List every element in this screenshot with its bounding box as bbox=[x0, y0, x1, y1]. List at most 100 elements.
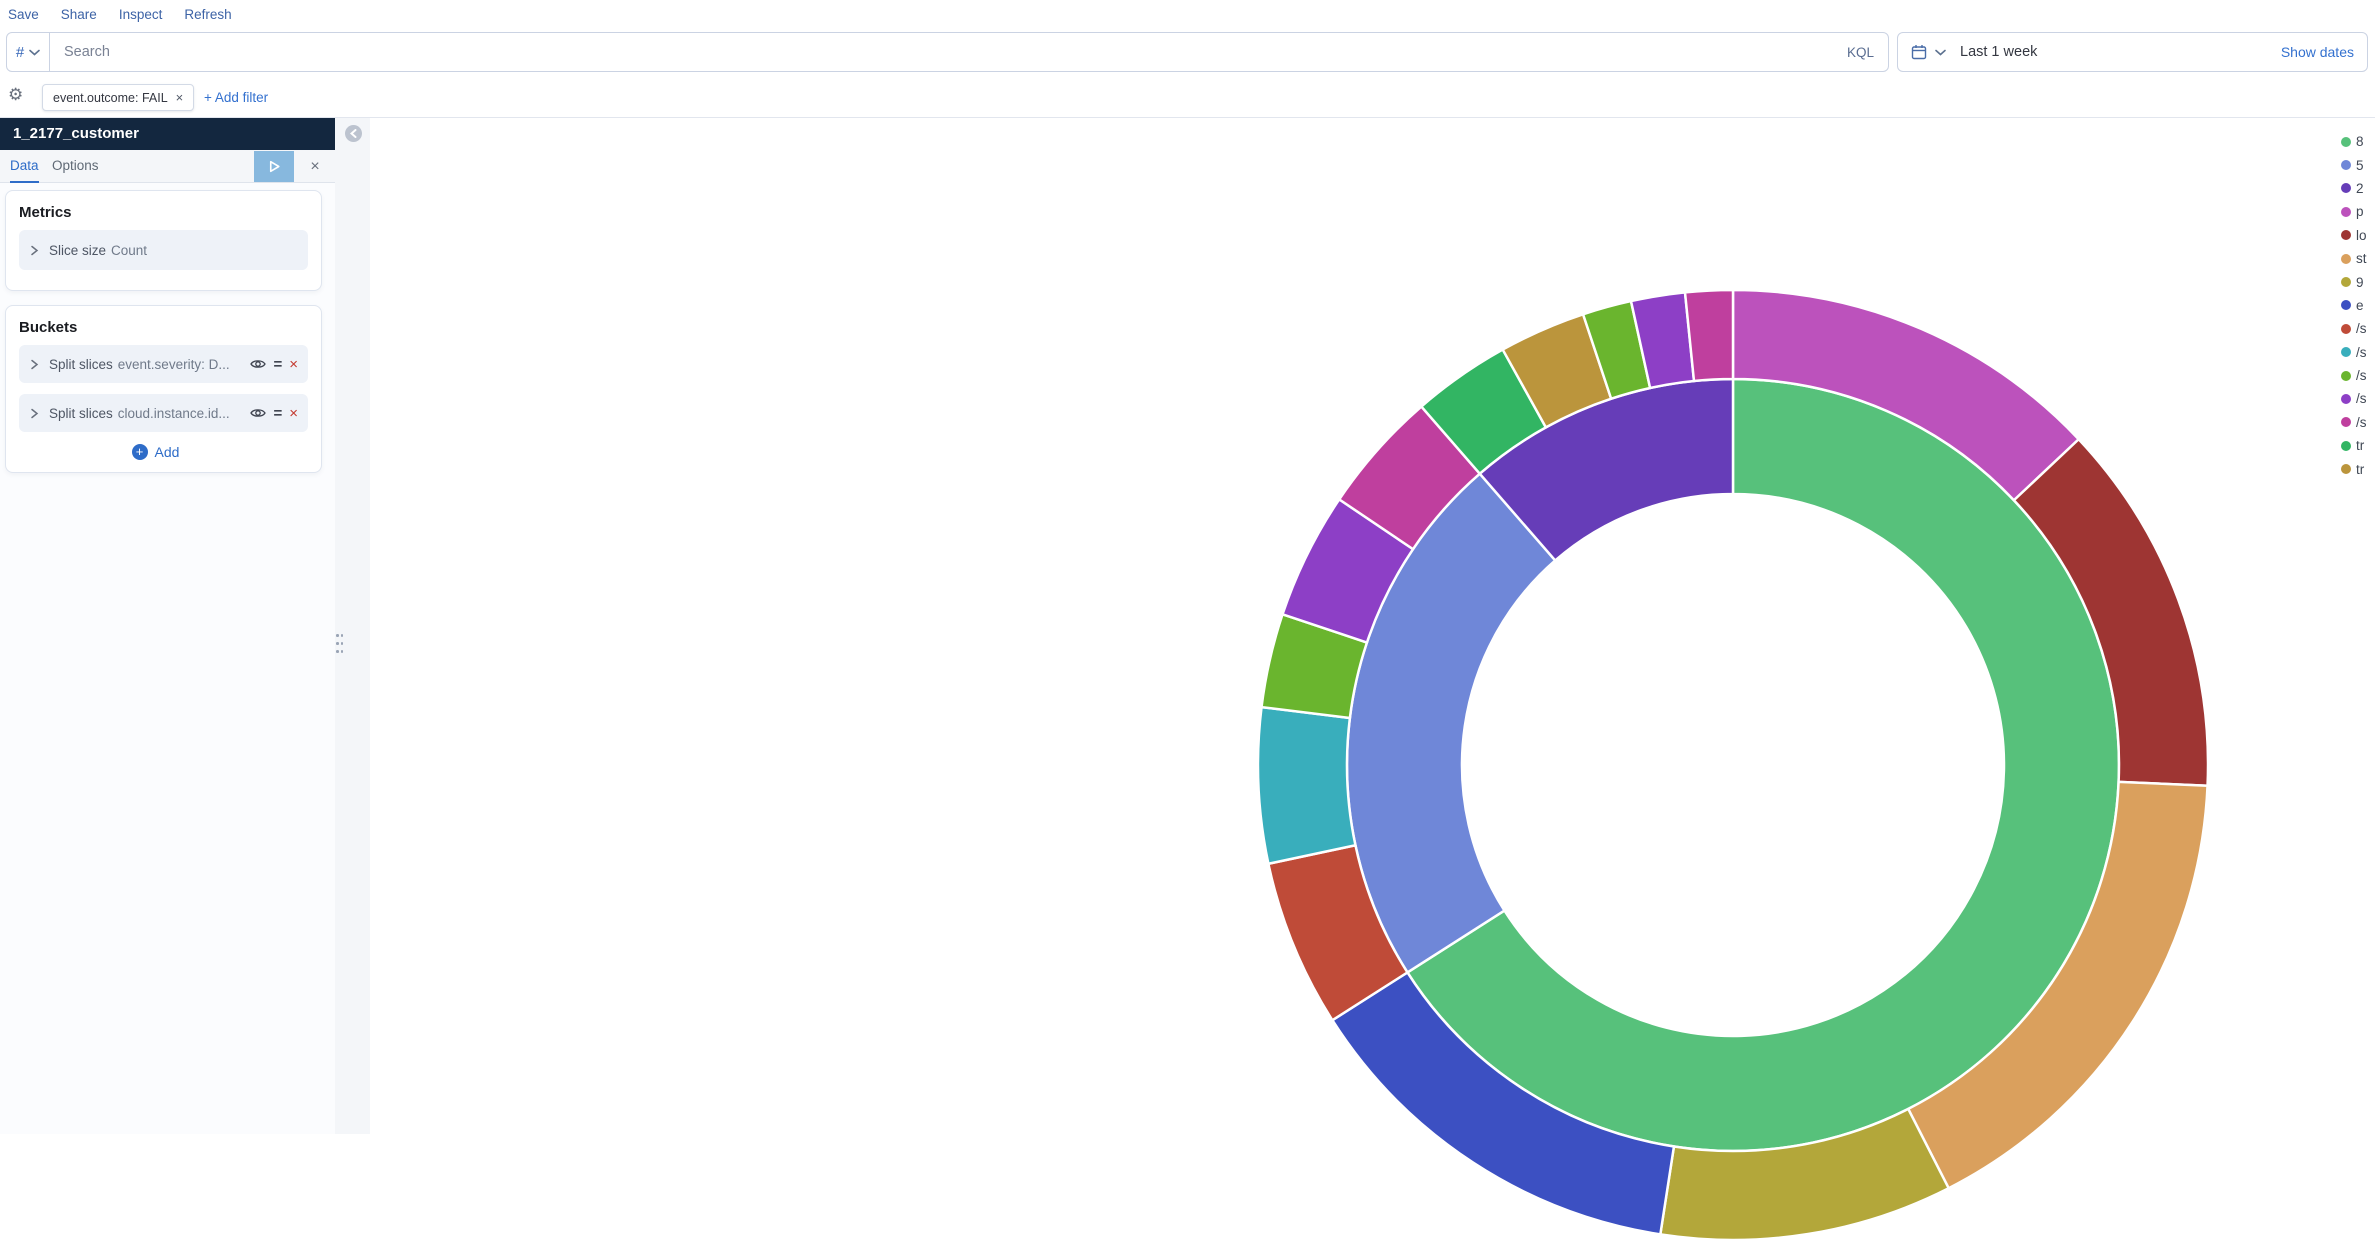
visualization-canvas bbox=[370, 118, 2375, 1240]
time-range-value[interactable]: Last 1 week bbox=[1960, 44, 2038, 60]
search-input[interactable] bbox=[64, 44, 1835, 60]
buckets-heading: Buckets bbox=[19, 319, 78, 336]
chevron-left-icon bbox=[350, 129, 357, 138]
add-bucket-label: Add bbox=[154, 444, 180, 460]
resizer-grab-handle[interactable] bbox=[336, 634, 345, 658]
chevron-right-icon bbox=[31, 408, 39, 418]
legend-item[interactable]: lo bbox=[2341, 224, 2375, 247]
vis-editor-sidebar: 1_2177_customer Data Options × Metrics S… bbox=[0, 118, 335, 1134]
tab-options[interactable]: Options bbox=[52, 158, 99, 173]
legend-item[interactable]: tr bbox=[2341, 434, 2375, 457]
share-button[interactable]: Share bbox=[60, 6, 97, 22]
remove-filter-icon[interactable]: × bbox=[175, 90, 184, 105]
save-button[interactable]: Save bbox=[8, 6, 39, 22]
top-menu: Save Share Inspect Refresh bbox=[0, 0, 2375, 28]
chevron-down-icon[interactable] bbox=[1935, 49, 1946, 56]
legend-label: tr bbox=[2356, 438, 2365, 454]
bucket-value: cloud.instance.id... bbox=[117, 405, 230, 421]
legend-dot-icon bbox=[2341, 440, 2351, 451]
legend-item[interactable]: /s bbox=[2341, 387, 2375, 410]
refresh-button[interactable]: Refresh bbox=[184, 6, 232, 22]
vis-title: 1_2177_customer bbox=[0, 118, 335, 150]
legend-dot-icon bbox=[2341, 323, 2351, 334]
legend-dot-icon bbox=[2341, 370, 2351, 381]
bucket-label: Split slices bbox=[49, 405, 113, 421]
date-picker: Last 1 week Show dates bbox=[1897, 32, 2368, 72]
collapse-panel-button[interactable] bbox=[345, 125, 362, 142]
legend-label: tr bbox=[2356, 461, 2365, 477]
legend-item[interactable]: 8 bbox=[2341, 130, 2375, 153]
legend-dot-icon bbox=[2341, 136, 2351, 147]
legend-item[interactable]: 9 bbox=[2341, 270, 2375, 293]
panel-resizer[interactable] bbox=[335, 118, 370, 1134]
gear-icon[interactable]: ⚙ bbox=[8, 85, 24, 104]
legend-dot-icon bbox=[2341, 464, 2351, 475]
legend-item[interactable]: /s bbox=[2341, 411, 2375, 434]
legend-label: /s bbox=[2356, 321, 2367, 337]
legend-dot-icon bbox=[2341, 277, 2351, 288]
legend-label: e bbox=[2356, 297, 2364, 313]
legend-item[interactable]: /s bbox=[2341, 364, 2375, 387]
bucket-row-severity[interactable]: Split slices event.severity: D... = × bbox=[19, 345, 308, 383]
legend-label: /s bbox=[2356, 414, 2367, 430]
donut-chart[interactable] bbox=[1258, 290, 2208, 1240]
legend-item[interactable]: /s bbox=[2341, 341, 2375, 364]
bucket-row-instance-id[interactable]: Split slices cloud.instance.id... = × bbox=[19, 394, 308, 432]
chart-legend: 8 5 2 p lo st 9 e/s/s/s/s/s tr tr bbox=[2341, 130, 2375, 486]
chevron-right-icon bbox=[31, 245, 39, 255]
legend-dot-icon bbox=[2341, 393, 2351, 404]
add-bucket-button[interactable]: + Add bbox=[131, 444, 196, 460]
drag-handle-icon[interactable]: = bbox=[273, 404, 283, 422]
apply-changes-button[interactable] bbox=[254, 151, 294, 182]
kql-language-button[interactable]: KQL bbox=[1846, 44, 1874, 60]
buckets-card: Buckets Split slices event.severity: D..… bbox=[5, 305, 322, 473]
legend-item[interactable]: tr bbox=[2341, 457, 2375, 480]
legend-dot-icon bbox=[2341, 183, 2351, 194]
sidebar-tabs: Data Options × bbox=[0, 150, 335, 183]
legend-label: p bbox=[2356, 204, 2364, 220]
tab-data[interactable]: Data bbox=[10, 150, 39, 183]
legend-label: /s bbox=[2356, 344, 2367, 360]
legend-dot-icon bbox=[2341, 417, 2351, 428]
legend-dot-icon bbox=[2341, 253, 2351, 264]
drag-handle-icon[interactable]: = bbox=[273, 355, 283, 373]
outer-ring-slice[interactable] bbox=[1683, 290, 1735, 383]
legend-item[interactable]: /s bbox=[2341, 317, 2375, 340]
bucket-value: event.severity: D... bbox=[117, 356, 230, 372]
query-bar: KQL bbox=[49, 32, 1889, 72]
play-icon bbox=[269, 160, 280, 173]
legend-dot-icon bbox=[2341, 300, 2351, 311]
bucket-label: Split slices bbox=[49, 356, 113, 372]
legend-item[interactable]: st bbox=[2341, 247, 2375, 270]
legend-dot-icon bbox=[2341, 160, 2351, 171]
legend-label: 9 bbox=[2356, 274, 2364, 290]
inspect-button[interactable]: Inspect bbox=[118, 6, 163, 22]
legend-label: lo bbox=[2356, 227, 2367, 243]
legend-item[interactable]: 5 bbox=[2341, 153, 2375, 176]
legend-label: st bbox=[2356, 251, 2367, 267]
metrics-heading: Metrics bbox=[19, 204, 72, 221]
filter-bar: ⚙ event.outcome: FAIL × + Add filter bbox=[0, 80, 2375, 118]
metric-label: Slice size bbox=[49, 242, 107, 258]
add-filter-button[interactable]: + Add filter bbox=[204, 90, 269, 105]
show-dates-button[interactable]: Show dates bbox=[2280, 44, 2354, 60]
legend-item[interactable]: 2 bbox=[2341, 177, 2375, 200]
filter-pill[interactable]: event.outcome: FAIL × bbox=[42, 84, 195, 111]
metric-row-slice-size[interactable]: Slice size Count bbox=[19, 230, 308, 270]
eye-icon[interactable] bbox=[250, 358, 267, 370]
eye-icon[interactable] bbox=[250, 407, 267, 419]
saved-query-menu-button[interactable]: # bbox=[6, 32, 50, 72]
plus-icon: + bbox=[131, 444, 148, 460]
legend-label: 2 bbox=[2356, 180, 2364, 196]
legend-item[interactable]: p bbox=[2341, 200, 2375, 223]
hash-icon: # bbox=[15, 43, 25, 61]
remove-bucket-icon[interactable]: × bbox=[289, 355, 298, 373]
outer-ring-slice[interactable] bbox=[1258, 705, 1357, 866]
legend-item[interactable]: e bbox=[2341, 294, 2375, 317]
legend-dot-icon bbox=[2341, 230, 2351, 241]
remove-bucket-icon[interactable]: × bbox=[289, 404, 298, 422]
metrics-card: Metrics Slice size Count bbox=[5, 190, 322, 291]
calendar-icon[interactable] bbox=[1911, 44, 1927, 60]
metric-value: Count bbox=[111, 242, 148, 258]
discard-changes-icon[interactable]: × bbox=[310, 158, 320, 175]
